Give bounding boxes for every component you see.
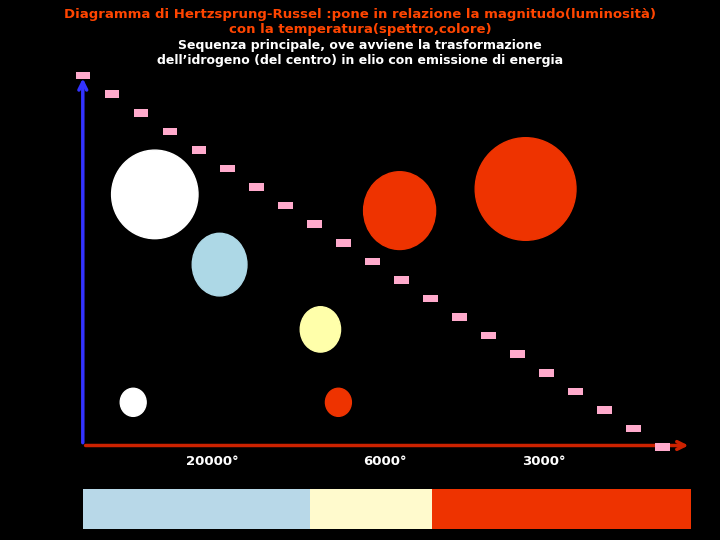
Text: 20000°: 20000° bbox=[186, 455, 239, 468]
Bar bbox=[163, 127, 177, 135]
Bar bbox=[76, 72, 90, 79]
Ellipse shape bbox=[325, 388, 351, 416]
Ellipse shape bbox=[120, 388, 146, 416]
Bar bbox=[481, 332, 495, 339]
Text: Sequenza principale, ove avviene la trasformazione: Sequenza principale, ove avviene la tras… bbox=[178, 39, 542, 52]
Ellipse shape bbox=[364, 172, 436, 249]
Bar bbox=[452, 313, 467, 321]
Bar bbox=[220, 165, 235, 172]
Text: rosso: rosso bbox=[540, 502, 583, 516]
Bar bbox=[192, 146, 206, 154]
Bar bbox=[568, 388, 582, 395]
Bar bbox=[83, 489, 310, 529]
Ellipse shape bbox=[192, 233, 247, 296]
Text: giallo: giallo bbox=[349, 502, 392, 516]
Bar bbox=[432, 489, 691, 529]
Bar bbox=[626, 424, 641, 432]
Bar bbox=[336, 239, 351, 247]
Bar bbox=[133, 109, 148, 117]
Bar bbox=[510, 350, 525, 358]
Bar bbox=[423, 295, 438, 302]
Ellipse shape bbox=[475, 138, 576, 240]
Bar bbox=[310, 489, 432, 529]
Text: Diagramma di Hertzsprung-Russel :pone in relazione la magnitudo(luminosità): Diagramma di Hertzsprung-Russel :pone in… bbox=[64, 8, 656, 21]
Bar bbox=[655, 443, 670, 451]
Text: con la temperatura(spettro,colore): con la temperatura(spettro,colore) bbox=[229, 23, 491, 36]
Text: dell’idrogeno (del centro) in elio con emissione di energia: dell’idrogeno (del centro) in elio con e… bbox=[157, 54, 563, 67]
Bar bbox=[597, 406, 611, 414]
Ellipse shape bbox=[300, 307, 341, 352]
Text: 6000°: 6000° bbox=[364, 455, 407, 468]
Bar bbox=[365, 258, 379, 265]
Text: 3000°: 3000° bbox=[522, 455, 565, 468]
Bar bbox=[539, 369, 554, 376]
Bar bbox=[307, 220, 322, 228]
Ellipse shape bbox=[112, 150, 198, 239]
Bar bbox=[395, 276, 409, 284]
Bar bbox=[279, 202, 293, 210]
Bar bbox=[249, 183, 264, 191]
Text: azzurro: azzurro bbox=[167, 502, 225, 516]
Bar bbox=[104, 90, 119, 98]
